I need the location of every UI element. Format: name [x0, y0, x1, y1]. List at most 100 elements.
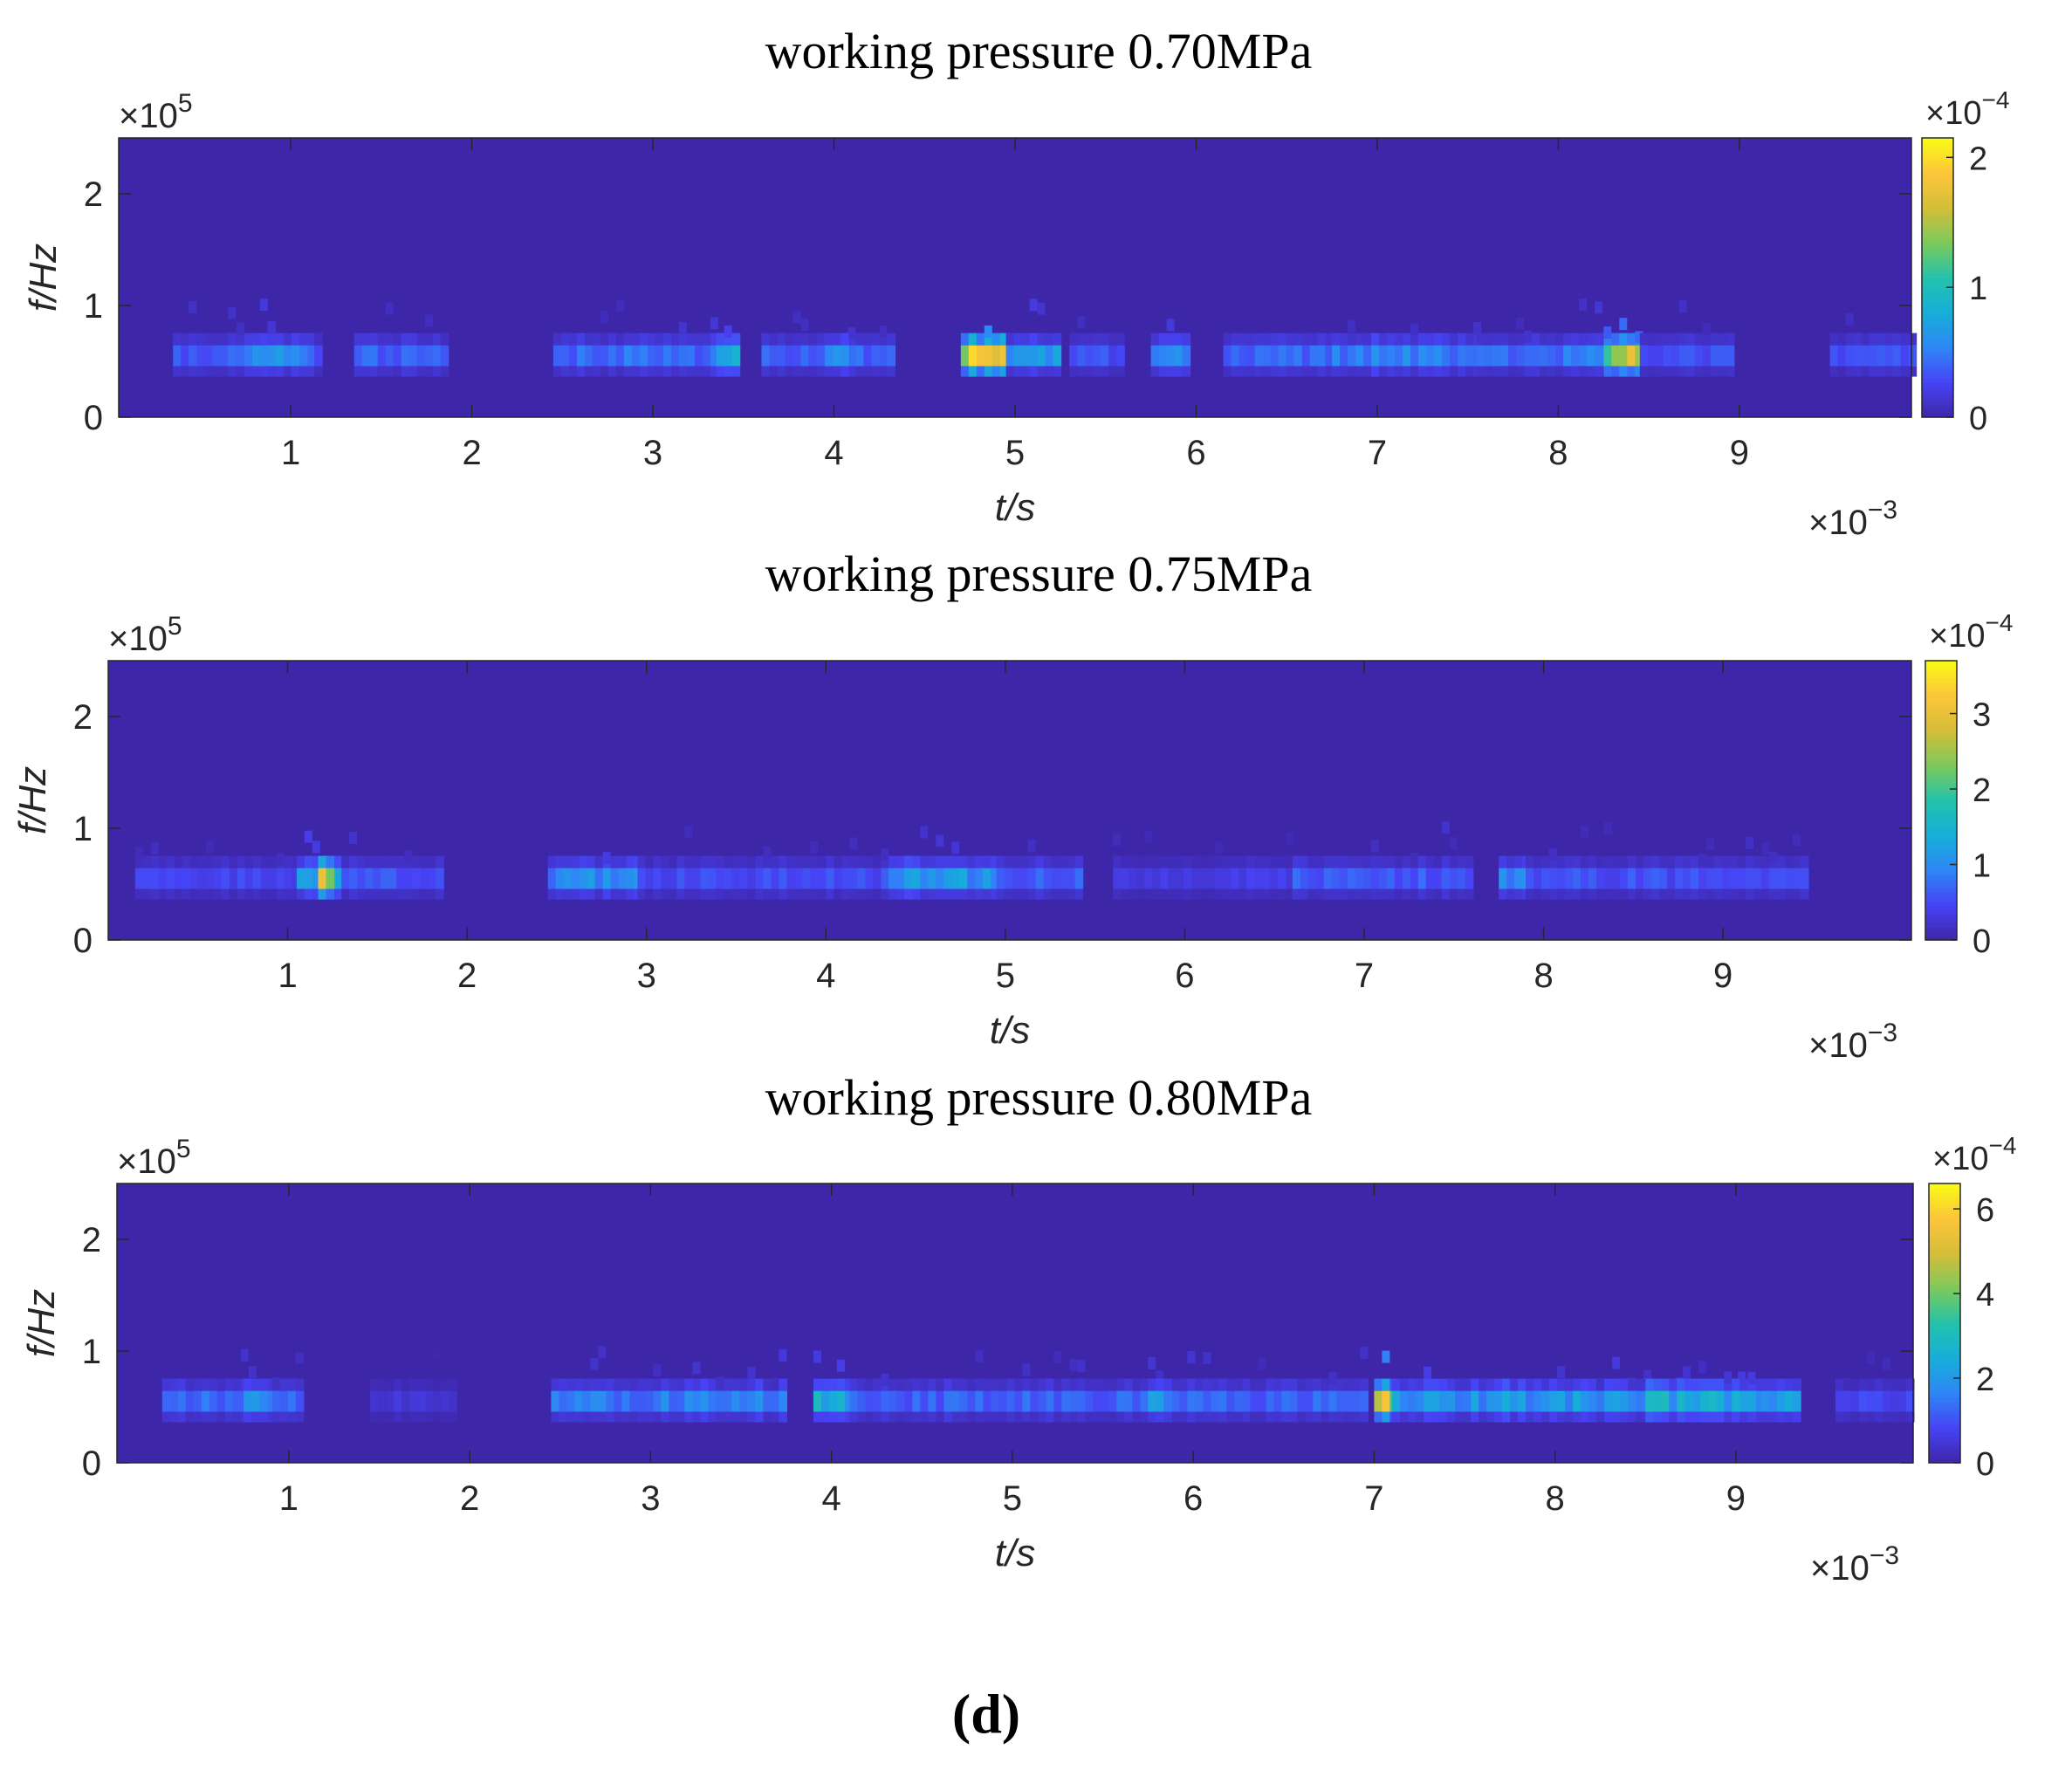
spectrogram-cell — [960, 366, 970, 377]
spectrogram-cell — [1777, 888, 1786, 900]
spectrogram-cell — [678, 345, 688, 367]
colorbar-segment — [1922, 155, 1953, 161]
spectrogram-cell — [844, 1378, 854, 1391]
colorbar-segment — [1925, 661, 1957, 666]
spectrogram-cell — [1853, 345, 1863, 367]
spectrogram-cell — [1424, 1411, 1432, 1423]
spectrogram-cell — [1619, 333, 1628, 346]
spectrogram-cell — [409, 1411, 418, 1423]
spectrogram-cell — [1426, 333, 1435, 346]
spectrogram-cell — [1694, 345, 1704, 367]
spectrogram-cell — [1218, 1390, 1227, 1412]
spectrogram-cell — [1526, 1411, 1534, 1423]
spectrogram-cell — [251, 333, 261, 346]
spectrogram-cell — [365, 855, 374, 868]
spectrogram-cell — [1540, 366, 1548, 377]
spectrogram-cell — [244, 868, 254, 889]
spectrogram-cell — [1408, 1378, 1417, 1391]
spectrogram-cell — [1254, 855, 1263, 868]
colorbar-segment — [1922, 216, 1953, 222]
colorbar-segment — [1929, 1297, 1960, 1302]
spectrogram-cell — [1286, 333, 1295, 346]
spectrogram-cell — [1485, 345, 1493, 367]
spectrogram-cell — [1698, 868, 1707, 889]
spectrogram-cell — [1710, 333, 1719, 346]
spectrogram-cell — [220, 333, 229, 346]
spectrogram-cell — [306, 366, 315, 377]
x-tick-label: 6 — [1186, 434, 1205, 472]
spectrogram-cell — [594, 855, 604, 868]
spectrogram-cell — [813, 1411, 822, 1423]
spectrogram-cell — [813, 1350, 821, 1363]
colorbar-segment — [1922, 208, 1953, 213]
colorbar-segment — [1925, 809, 1957, 814]
spectrogram-cell — [771, 1390, 779, 1412]
spectrogram-cell — [428, 855, 436, 868]
spectrogram-cell — [1596, 855, 1605, 868]
y-axis-label: f/Hz — [11, 766, 54, 834]
spectrogram-cell — [1463, 1378, 1472, 1391]
spectrogram-cell — [1332, 345, 1341, 367]
spectrogram-cell — [592, 366, 601, 377]
spectrogram-cell — [739, 855, 748, 868]
spectrogram-cell — [1702, 322, 1711, 335]
spectrogram-cell — [1223, 855, 1232, 868]
spectrogram-cell — [244, 333, 253, 346]
spectrogram-cell — [229, 888, 238, 900]
spectrogram-cell — [1116, 333, 1125, 346]
spectrogram-cell — [1746, 868, 1754, 889]
spectrogram-cell — [341, 855, 350, 868]
spectrogram-cell — [1174, 366, 1184, 377]
spectrogram-cell — [1262, 855, 1271, 868]
colorbar-segment — [1922, 282, 1953, 287]
spectrogram-cell — [1184, 868, 1192, 889]
spectrogram-cell — [1835, 1390, 1844, 1412]
spectrogram-cell — [1038, 1411, 1046, 1423]
spectrogram-cell — [1301, 333, 1311, 346]
spectrogram-cell — [1156, 1378, 1164, 1391]
spectrogram-cell — [1223, 333, 1232, 346]
spectrogram-cell — [169, 1390, 179, 1412]
spectrogram-cell — [433, 1346, 442, 1359]
spectrogram-cell — [686, 333, 696, 346]
spectrogram-cell — [724, 366, 733, 377]
spectrogram-cell — [1108, 1390, 1117, 1412]
spectrogram-cell — [606, 1411, 614, 1423]
spectrogram-cell — [150, 868, 160, 889]
spectrogram-cell — [1639, 333, 1649, 346]
spectrogram-cell — [318, 855, 327, 868]
spectrogram-cell — [1726, 345, 1735, 367]
spectrogram-cell — [1395, 333, 1403, 346]
spectrogram-cell — [610, 855, 620, 868]
spectrogram-cell — [1655, 333, 1664, 346]
spectrogram-cell — [1059, 868, 1068, 889]
spectrogram-cell — [1158, 366, 1168, 377]
spectrogram-cell — [436, 855, 444, 868]
spectrogram-cell — [631, 366, 641, 377]
spectrogram-cell — [763, 1390, 772, 1412]
spectrogram-cell — [1563, 345, 1572, 367]
spectrogram-cell — [189, 333, 197, 346]
colorbar-segment — [1929, 1205, 1960, 1211]
spectrogram-cell — [700, 855, 709, 868]
spectrogram-cell — [1724, 1371, 1732, 1384]
spectrogram-cell — [1030, 1378, 1039, 1391]
spectrogram-cell — [1449, 868, 1458, 889]
spectrogram-cell — [1785, 1411, 1794, 1423]
spectrogram-cell — [378, 1411, 387, 1423]
spectrogram-cell — [177, 1411, 187, 1423]
spectrogram-cell — [1403, 345, 1411, 367]
spectrogram-cell — [1842, 1377, 1851, 1390]
spectrogram-cell — [1325, 333, 1334, 346]
spectrogram-cell — [349, 832, 358, 844]
spectrogram-cell — [928, 1378, 937, 1391]
spectrogram-cell — [158, 868, 168, 889]
spectrogram-cell — [1884, 333, 1894, 346]
spectrogram-cell — [212, 366, 221, 377]
spectrogram-cell — [1394, 868, 1403, 889]
spectrogram-cell — [1176, 868, 1184, 889]
spectrogram-cell — [1273, 1390, 1282, 1412]
spectrogram-cell — [571, 888, 580, 900]
spectrogram-cell — [967, 1378, 976, 1391]
spectrogram-cell — [1340, 345, 1348, 367]
